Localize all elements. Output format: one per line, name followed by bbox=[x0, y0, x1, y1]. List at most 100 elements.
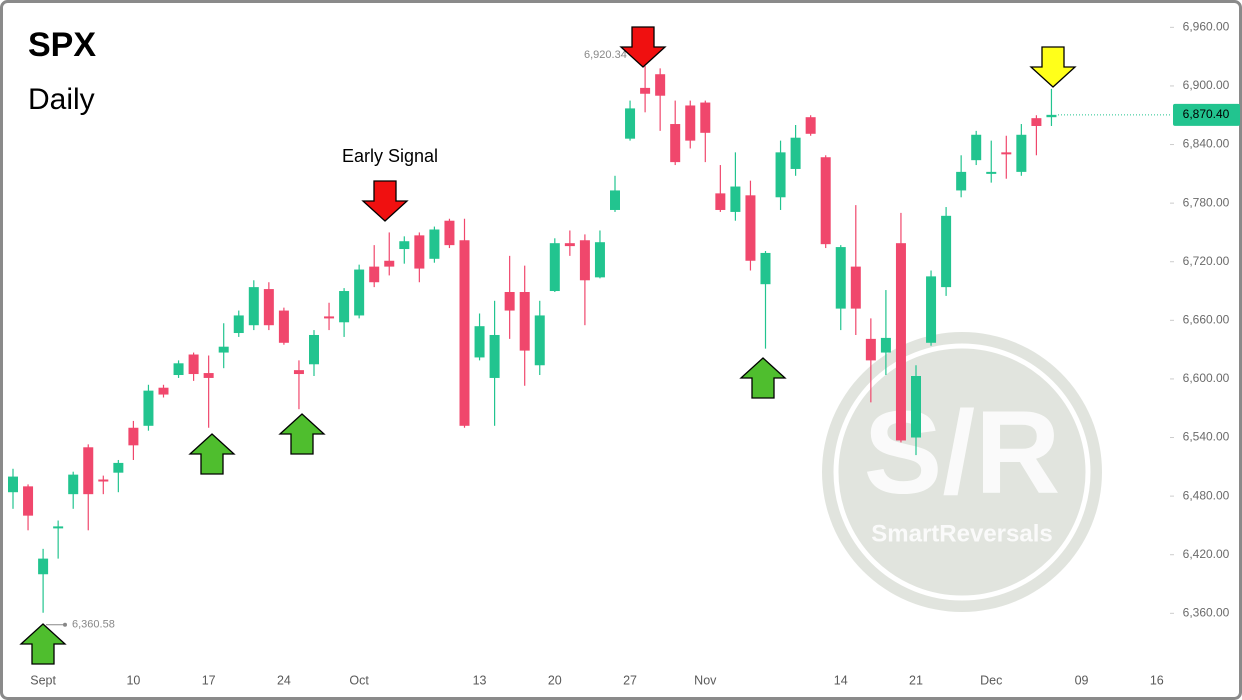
candle-body bbox=[293, 370, 304, 375]
candle-body bbox=[941, 215, 952, 288]
watermark-subtitle: SmartReversals bbox=[871, 520, 1052, 547]
candle-body bbox=[339, 291, 350, 323]
signal-arrow bbox=[361, 180, 409, 222]
candle-body bbox=[610, 190, 620, 210]
plot: 6,360.00 6,420.00 6,480.00 6,540.00 6,600.00… bbox=[8, 20, 1240, 687]
candle-body bbox=[68, 474, 79, 495]
x-tick-label: 20 bbox=[548, 673, 562, 687]
x-tick-label: Oct bbox=[349, 673, 369, 687]
annotation: Early Signal bbox=[342, 146, 438, 166]
candle-body bbox=[519, 292, 530, 351]
y-tick-label: 6,420.00 bbox=[1183, 547, 1230, 561]
price-dot bbox=[63, 622, 67, 627]
candle-body bbox=[369, 266, 380, 283]
signal-arrow bbox=[739, 357, 787, 399]
candle-body bbox=[640, 87, 651, 94]
y-tick-label: 6,780.00 bbox=[1183, 195, 1230, 209]
candle-body bbox=[579, 240, 590, 281]
candle-body bbox=[790, 137, 801, 169]
candle-body bbox=[1016, 134, 1027, 172]
candle-body bbox=[895, 243, 906, 441]
candle-body bbox=[805, 117, 816, 134]
candle-body bbox=[926, 276, 937, 343]
candle-body bbox=[1046, 114, 1057, 118]
candle-body bbox=[489, 334, 500, 378]
candle-body bbox=[188, 354, 199, 375]
signal-arrow bbox=[619, 26, 667, 68]
candle-body bbox=[1001, 152, 1012, 155]
x-tick-label: Dec bbox=[980, 673, 1002, 687]
candle-body bbox=[218, 346, 229, 353]
signal-arrow bbox=[1029, 46, 1077, 88]
candle-body bbox=[414, 235, 425, 269]
x-tick-label: 21 bbox=[909, 673, 923, 687]
candle-body bbox=[760, 252, 771, 285]
last-price-badge bbox=[1173, 103, 1240, 126]
candle-body bbox=[158, 387, 169, 395]
price-label: 6,920.34 bbox=[584, 49, 627, 61]
candle-body bbox=[459, 240, 470, 426]
candle-body bbox=[685, 105, 696, 141]
x-tick-label: 13 bbox=[473, 673, 487, 687]
candle-body bbox=[986, 171, 997, 174]
y-tick-label: 6,720.00 bbox=[1183, 254, 1230, 268]
candle-body bbox=[971, 134, 982, 161]
y-tick-label: 6,600.00 bbox=[1183, 371, 1230, 385]
candle-body bbox=[715, 193, 726, 210]
x-tick-label: 16 bbox=[1150, 673, 1164, 687]
candle-body bbox=[143, 390, 154, 426]
x-tick-label: 09 bbox=[1075, 673, 1089, 687]
candle-body bbox=[53, 526, 64, 529]
candle-body bbox=[549, 243, 560, 292]
y-tick-label: 6,900.00 bbox=[1183, 78, 1230, 92]
candle-body bbox=[309, 334, 319, 365]
candle-body bbox=[655, 74, 666, 96]
y-tick-label: 6,540.00 bbox=[1183, 430, 1230, 444]
candle-body bbox=[564, 243, 575, 247]
chart-title: SPX bbox=[28, 26, 96, 64]
candle-body bbox=[594, 242, 605, 278]
y-tick-label: 6,480.00 bbox=[1183, 488, 1230, 502]
chart-subtitle: Daily bbox=[28, 83, 95, 116]
candle-body bbox=[880, 337, 891, 353]
candle-body bbox=[865, 338, 876, 361]
x-tick-label: Nov bbox=[694, 673, 717, 687]
candle-body bbox=[534, 315, 545, 366]
candle-body bbox=[23, 486, 34, 516]
candle-body bbox=[354, 269, 365, 316]
candle-body bbox=[775, 152, 786, 198]
candle-body bbox=[128, 427, 139, 446]
candle-body bbox=[730, 186, 741, 212]
signal-arrow bbox=[278, 413, 326, 455]
price-label: 6,360.58 bbox=[72, 619, 115, 631]
candle-body bbox=[98, 479, 109, 482]
y-tick-label: 6,840.00 bbox=[1183, 137, 1230, 151]
last-price-label: 6,870.40 bbox=[1183, 107, 1230, 121]
candle-body bbox=[173, 363, 184, 376]
candle-body bbox=[324, 316, 335, 319]
x-tick-label: 14 bbox=[834, 673, 848, 687]
candle-body bbox=[399, 241, 410, 250]
watermark-text: S/R bbox=[864, 387, 1061, 519]
candle-body bbox=[1031, 118, 1042, 126]
signal-arrow bbox=[188, 433, 236, 475]
candle-body bbox=[278, 310, 289, 343]
x-tick-label: Sept bbox=[30, 673, 56, 687]
candle-body bbox=[745, 195, 756, 261]
watermark-ring bbox=[833, 343, 1091, 601]
watermark bbox=[822, 332, 1102, 612]
candle-body bbox=[956, 171, 967, 191]
candle-body bbox=[625, 108, 636, 139]
candle-body bbox=[263, 289, 274, 326]
candle-body bbox=[820, 157, 831, 245]
candle-body bbox=[203, 373, 214, 378]
candle-body bbox=[83, 447, 94, 495]
candle-body bbox=[670, 124, 681, 163]
candle-body bbox=[248, 287, 259, 326]
candle-body bbox=[8, 476, 18, 493]
signal-arrow bbox=[19, 623, 67, 665]
candle-body bbox=[384, 260, 395, 267]
candle-body bbox=[504, 292, 515, 311]
